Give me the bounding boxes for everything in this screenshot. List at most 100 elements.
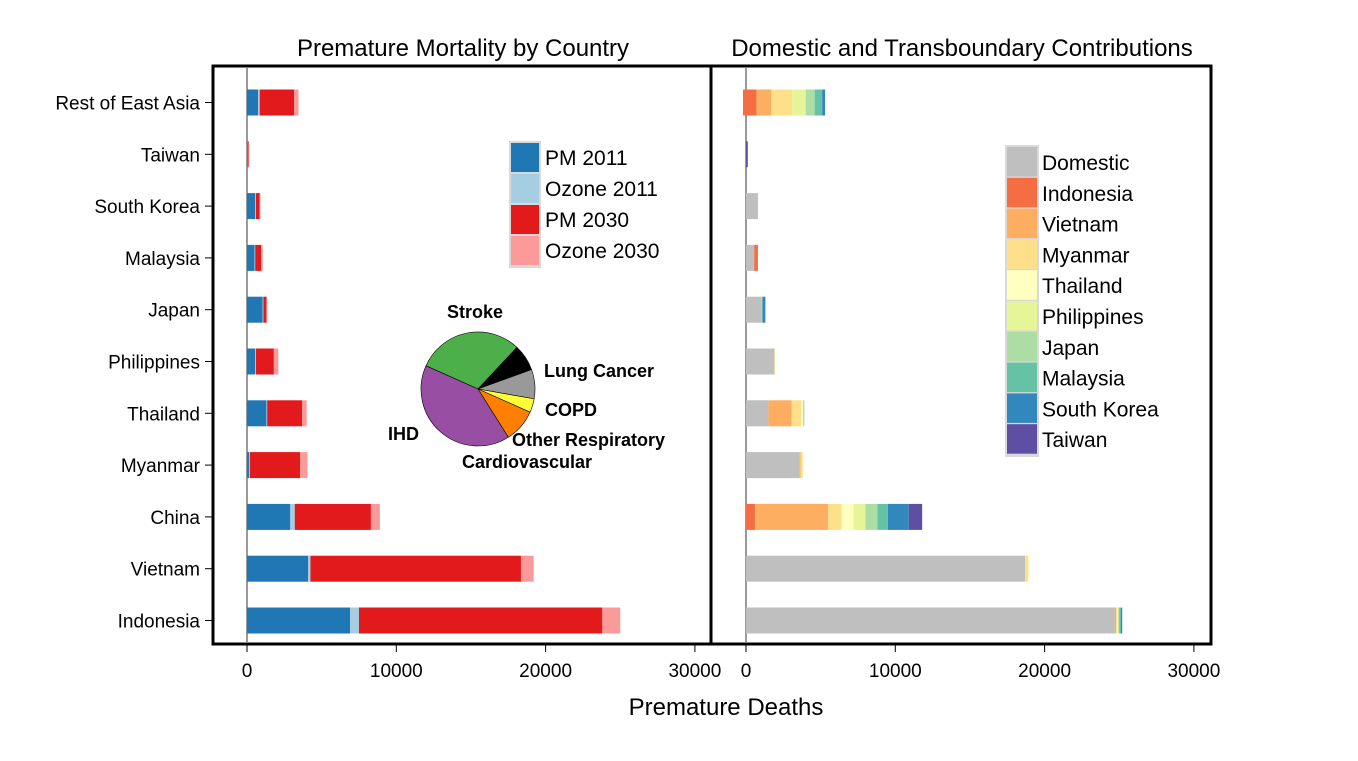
right-bar-china-vietnam	[754, 503, 829, 530]
right-legend-swatch-domestic	[1007, 147, 1037, 177]
right-bar-thailand-domestic	[746, 400, 769, 427]
left-bar-myanmar-pm-2011	[247, 452, 250, 479]
right-legend-label-japan: Japan	[1042, 337, 1099, 360]
y-tick-label-thailand: Thailand	[127, 404, 200, 425]
left-bar-philippines-ozone-2030	[273, 348, 279, 375]
right-bar-series	[743, 89, 1123, 634]
right-legend-swatch-malaysia	[1007, 362, 1037, 393]
right-bar-china-malaysia	[877, 503, 888, 530]
left-bar-taiwan-ozone-2030	[248, 141, 250, 168]
right-bar-china-taiwan	[908, 503, 923, 530]
right-bar-rest-of-east-asia-malaysia	[814, 89, 823, 116]
left-bar-south-korea-ozone-2011	[255, 193, 256, 220]
right-legend-swatch-myanmar	[1007, 239, 1037, 269]
right-bar-indonesia-malaysia	[1119, 607, 1121, 634]
left-bar-vietnam-ozone-2030	[520, 555, 534, 582]
left-bar-thailand-ozone-2030	[302, 400, 307, 427]
right-bar-indonesia-domestic	[746, 607, 1115, 634]
cause-pie-chart: Stroke Lung Cancer COPD Other RespiratoryCa…	[388, 302, 665, 472]
y-tick-label-myanmar: Myanmar	[121, 456, 201, 477]
right-legend-label-south-korea: South Korea	[1042, 398, 1159, 421]
left-bar-indonesia-pm-2030	[358, 607, 603, 634]
right-legend-label-thailand: Thailand	[1042, 275, 1123, 298]
right-bar-taiwan-taiwan	[746, 141, 748, 168]
right-legend-label-domestic: Domestic	[1042, 152, 1130, 175]
pie-slice-stroke	[425, 331, 518, 390]
left-bar-thailand-pm-2030	[267, 400, 303, 427]
right-legend-label-indonesia: Indonesia	[1042, 183, 1133, 206]
right-bar-indonesia-japan	[1118, 607, 1120, 634]
y-tick-label-japan: Japan	[148, 301, 200, 322]
left-bar-philippines-pm-2030	[255, 348, 274, 375]
left-bar-myanmar-pm-2030	[249, 452, 301, 479]
left-bar-myanmar-ozone-2030	[300, 452, 308, 479]
left-legend-label-ozone-2030: Ozone 2030	[545, 240, 659, 263]
right-bar-indonesia-philippines	[1117, 607, 1119, 634]
left-bar-rest-of-east-asia-ozone-2030	[294, 89, 299, 116]
left-panel-title: Premature Mortality by Country	[297, 35, 629, 62]
right-bar-rest-of-east-asia-myanmar	[771, 89, 793, 116]
right-x-tick-label-30000: 30000	[1167, 661, 1220, 682]
right-bar-japan-domestic	[746, 296, 762, 323]
right-bar-china-japan	[865, 503, 878, 530]
left-bar-thailand-pm-2011	[247, 400, 267, 427]
right-bar-philippines-domestic	[746, 348, 775, 375]
right-x-tick-label-0: 0	[741, 661, 752, 682]
left-legend-label-pm-2030: PM 2030	[545, 209, 629, 232]
left-bar-indonesia-pm-2011	[247, 607, 351, 634]
right-bar-japan-japan	[761, 296, 763, 323]
left-bar-taiwan-pm-2030	[248, 141, 249, 168]
right-bar-south-korea-domestic	[746, 193, 758, 220]
left-bar-south-korea-ozone-2030	[259, 193, 261, 220]
left-bar-indonesia-ozone-2030	[602, 607, 621, 634]
pie-label-ihd: IHD	[388, 424, 419, 444]
y-tick-label-vietnam: Vietnam	[131, 560, 200, 581]
right-legend-swatch-thailand	[1007, 270, 1037, 300]
pie-label-lung-cancer: Lung Cancer	[544, 361, 654, 381]
right-bar-vietnam-domestic	[746, 555, 1026, 582]
left-bar-thailand-ozone-2011	[266, 400, 268, 427]
right-bar-rest-of-east-asia-philippines	[792, 89, 806, 116]
right-legend-label-malaysia: Malaysia	[1042, 368, 1125, 391]
right-bar-rest-of-east-asia-indonesia	[743, 89, 757, 116]
left-legend-label-ozone-2011: Ozone 2011	[545, 178, 658, 201]
right-bar-thailand-thailand	[801, 400, 804, 427]
y-tick-label-indonesia: Indonesia	[118, 612, 201, 633]
right-bar-rest-of-east-asia-south-korea	[822, 89, 826, 116]
left-bar-myanmar-ozone-2011	[249, 452, 250, 479]
y-tick-label-rest-of-east-asia: Rest of East Asia	[55, 94, 200, 115]
right-legend-swatch-vietnam	[1007, 208, 1037, 239]
right-bar-malaysia-indonesia	[754, 244, 758, 271]
right-bar-indonesia-vietnam	[1114, 607, 1117, 634]
y-tick-label-malaysia: Malaysia	[125, 249, 200, 270]
left-bar-rest-of-east-asia-pm-2011	[247, 89, 259, 116]
left-bar-malaysia-pm-2011	[247, 244, 255, 271]
right-bar-japan-south-korea	[762, 296, 766, 323]
left-bar-rest-of-east-asia-pm-2030	[259, 89, 295, 116]
pie-label-copd: COPD	[545, 400, 597, 420]
left-x-tick-label-0: 0	[242, 661, 253, 682]
y-tick-label-china: China	[150, 508, 200, 529]
left-legend: PM 2011 Ozone 2011 PM 2030 Ozone 2030	[509, 141, 659, 268]
right-bar-myanmar-vietnam	[799, 452, 801, 479]
right-legend-label-taiwan: Taiwan	[1042, 429, 1107, 452]
y-tick-label-philippines: Philippines	[108, 353, 200, 374]
pie-label-stroke: Stroke	[447, 302, 503, 322]
right-bar-china-south-korea	[887, 503, 909, 530]
right-bar-china-philippines	[853, 503, 866, 530]
left-x-tick-label-10000: 10000	[370, 661, 423, 682]
right-bar-indonesia-thailand	[1117, 607, 1118, 634]
right-legend-label-philippines: Philippines	[1042, 306, 1144, 329]
right-bar-china-indonesia	[746, 503, 755, 530]
right-bar-indonesia-myanmar	[1116, 607, 1118, 634]
left-bar-philippines-pm-2011	[247, 348, 256, 375]
left-bar-malaysia-ozone-2011	[254, 244, 256, 271]
left-bar-south-korea-pm-2030	[255, 193, 260, 220]
right-legend-swatch-philippines	[1007, 301, 1037, 331]
left-bar-rest-of-east-asia-ozone-2011	[258, 89, 260, 116]
right-bar-malaysia-domestic	[746, 244, 755, 271]
right-bar-rest-of-east-asia-japan	[805, 89, 815, 116]
left-legend-swatch-ozone-2011	[511, 174, 539, 203]
